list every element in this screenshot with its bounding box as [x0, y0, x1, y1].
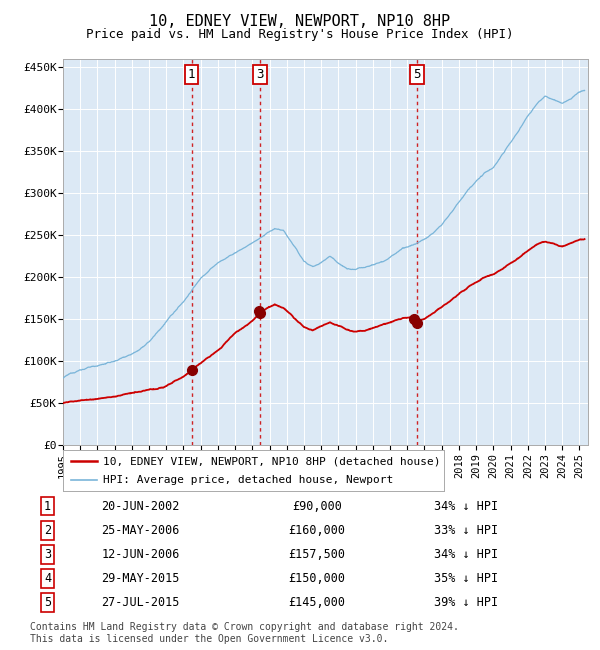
- Text: 34% ↓ HPI: 34% ↓ HPI: [434, 547, 498, 560]
- Text: 20-JUN-2002: 20-JUN-2002: [101, 499, 179, 512]
- Text: £157,500: £157,500: [289, 547, 346, 560]
- Text: 10, EDNEY VIEW, NEWPORT, NP10 8HP (detached house): 10, EDNEY VIEW, NEWPORT, NP10 8HP (detac…: [103, 456, 440, 466]
- Text: £160,000: £160,000: [289, 524, 346, 537]
- Text: 5: 5: [44, 595, 51, 608]
- Text: £150,000: £150,000: [289, 572, 346, 585]
- Text: 27-JUL-2015: 27-JUL-2015: [101, 595, 179, 608]
- Text: 34% ↓ HPI: 34% ↓ HPI: [434, 499, 498, 512]
- Text: Contains HM Land Registry data © Crown copyright and database right 2024.
This d: Contains HM Land Registry data © Crown c…: [30, 622, 459, 644]
- Text: 25-MAY-2006: 25-MAY-2006: [101, 524, 179, 537]
- Text: 29-MAY-2015: 29-MAY-2015: [101, 572, 179, 585]
- Text: 3: 3: [256, 68, 264, 81]
- Text: 39% ↓ HPI: 39% ↓ HPI: [434, 595, 498, 608]
- Text: 12-JUN-2006: 12-JUN-2006: [101, 547, 179, 560]
- Text: 2: 2: [44, 524, 51, 537]
- Text: £90,000: £90,000: [292, 499, 342, 512]
- Text: 10, EDNEY VIEW, NEWPORT, NP10 8HP: 10, EDNEY VIEW, NEWPORT, NP10 8HP: [149, 14, 451, 29]
- Text: 1: 1: [188, 68, 196, 81]
- Text: 4: 4: [44, 572, 51, 585]
- Text: 35% ↓ HPI: 35% ↓ HPI: [434, 572, 498, 585]
- Text: 5: 5: [413, 68, 421, 81]
- Text: 1: 1: [44, 499, 51, 512]
- Text: Price paid vs. HM Land Registry's House Price Index (HPI): Price paid vs. HM Land Registry's House …: [86, 28, 514, 41]
- Text: HPI: Average price, detached house, Newport: HPI: Average price, detached house, Newp…: [103, 475, 393, 485]
- Text: 3: 3: [44, 547, 51, 560]
- Text: 33% ↓ HPI: 33% ↓ HPI: [434, 524, 498, 537]
- Text: £145,000: £145,000: [289, 595, 346, 608]
